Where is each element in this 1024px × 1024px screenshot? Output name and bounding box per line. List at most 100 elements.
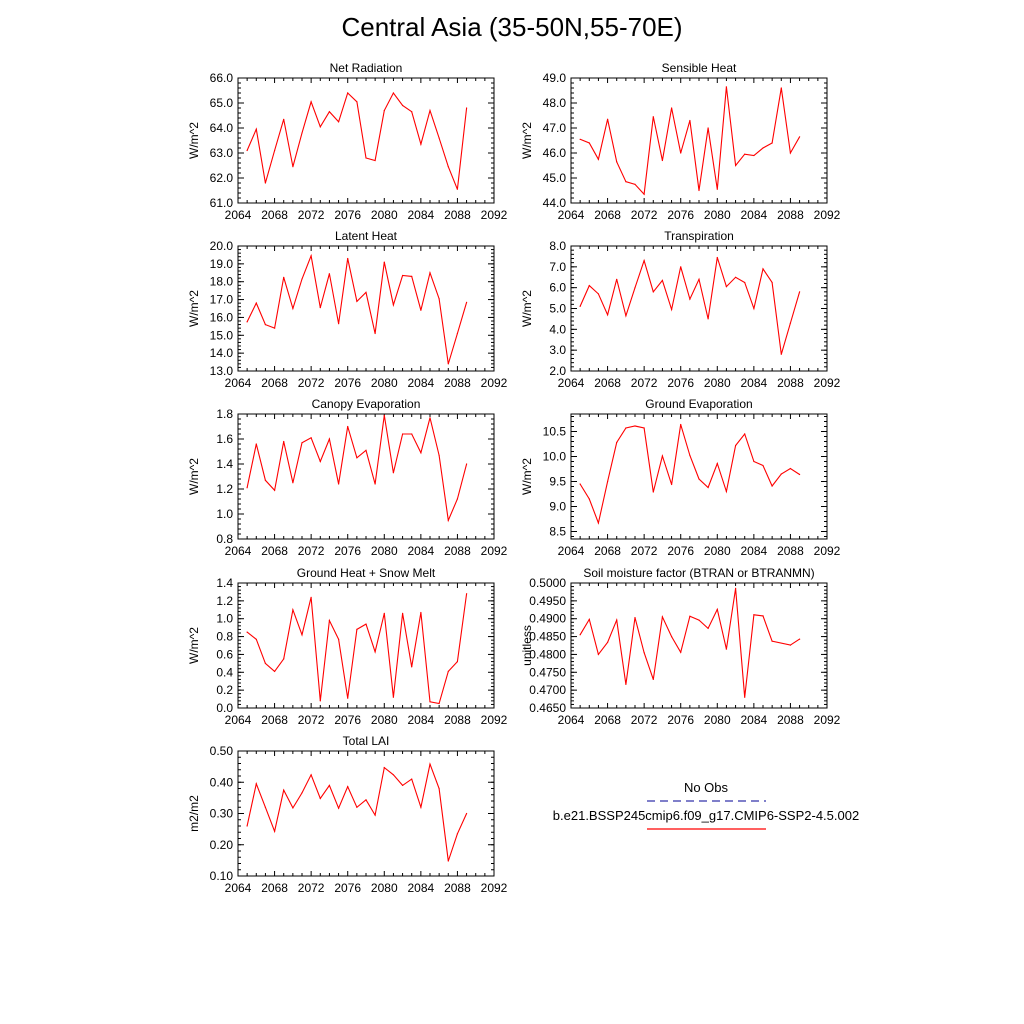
data-point <box>588 142 590 144</box>
data-point <box>246 321 248 323</box>
data-point <box>365 157 367 159</box>
y-tick-label: 62.0 <box>210 171 234 185</box>
data-point <box>707 318 709 320</box>
data-point <box>799 638 801 640</box>
data-point <box>661 455 664 457</box>
data-point <box>292 482 294 484</box>
y-tick-label: 9.0 <box>549 500 566 514</box>
panel-title: Ground Evaporation <box>645 397 752 411</box>
series-line <box>579 257 801 355</box>
panel-title: Net Radiation <box>330 61 403 75</box>
data-point <box>365 799 367 801</box>
data-point <box>597 293 600 295</box>
data-point <box>661 279 664 281</box>
data-point <box>274 149 276 152</box>
y-tick-label: 64.0 <box>210 121 234 135</box>
x-tick-label: 2068 <box>261 208 288 222</box>
data-point <box>456 332 458 335</box>
x-tick-label: 2064 <box>225 208 252 222</box>
data-point <box>725 286 728 288</box>
data-point <box>716 256 718 259</box>
data-point <box>438 137 440 139</box>
data-point <box>643 427 645 429</box>
x-tick-label: 2064 <box>558 376 585 390</box>
x-tick-label: 2084 <box>741 544 768 558</box>
data-point <box>607 118 609 120</box>
data-point <box>356 101 358 103</box>
data-point <box>438 702 440 705</box>
plot-frame <box>237 750 495 877</box>
data-point <box>616 441 618 444</box>
data-point <box>347 92 349 94</box>
data-point <box>246 825 248 827</box>
y-axis-label: W/m^2 <box>187 290 201 327</box>
plot-frame <box>570 582 828 709</box>
y-tick-label: 44.0 <box>543 196 567 210</box>
data-point <box>625 181 627 183</box>
x-tick-label: 2080 <box>371 544 398 558</box>
x-tick-label: 2092 <box>481 208 508 222</box>
series-line <box>246 253 468 365</box>
x-tick-label: 2076 <box>667 376 694 390</box>
data-point <box>744 433 746 435</box>
data-point <box>420 806 422 808</box>
y-tick-label: 6.0 <box>549 281 566 295</box>
x-tick-label: 2064 <box>558 713 585 727</box>
x-tick-label: 2072 <box>298 544 325 558</box>
data-point <box>466 812 468 815</box>
data-point <box>716 608 718 611</box>
y-axis-label: W/m^2 <box>520 122 534 159</box>
data-point <box>579 138 581 140</box>
x-tick-label: 2092 <box>814 208 841 222</box>
y-tick-label: 48.0 <box>543 96 567 110</box>
x-tick-label: 2080 <box>371 376 398 390</box>
data-point <box>274 489 276 491</box>
data-point <box>246 487 248 489</box>
data-point <box>579 483 581 485</box>
data-point <box>246 149 248 152</box>
y-axis-label: m2/m2 <box>187 795 201 832</box>
data-point <box>392 696 394 698</box>
data-point <box>347 786 349 788</box>
x-tick-label: 2064 <box>558 208 585 222</box>
y-tick-label: 10.0 <box>543 450 567 464</box>
x-tick-label: 2076 <box>334 208 361 222</box>
data-point <box>264 662 266 665</box>
data-point <box>789 644 792 646</box>
data-point <box>283 440 285 443</box>
data-point <box>347 425 349 428</box>
series-line <box>246 593 468 705</box>
data-point <box>365 291 367 293</box>
data-point <box>579 634 581 636</box>
y-tick-label: 1.4 <box>216 576 233 590</box>
data-point <box>689 454 691 457</box>
x-tick-label: 2076 <box>667 544 694 558</box>
data-point <box>292 166 294 168</box>
data-point <box>438 298 440 300</box>
data-point <box>607 480 609 483</box>
data-point <box>383 767 385 769</box>
data-point <box>680 152 682 154</box>
data-point <box>634 617 636 619</box>
data-point <box>447 519 449 521</box>
data-point <box>447 363 449 365</box>
data-point <box>411 778 413 780</box>
data-point <box>588 618 590 621</box>
y-tick-label: 9.5 <box>549 475 566 489</box>
data-point <box>301 792 303 794</box>
y-tick-label: 8.0 <box>549 239 566 253</box>
data-point <box>771 640 773 642</box>
data-point <box>652 678 654 681</box>
x-tick-label: 2064 <box>225 376 252 390</box>
data-point <box>429 417 431 419</box>
x-tick-label: 2092 <box>814 376 841 390</box>
data-point <box>625 315 627 317</box>
data-point <box>466 301 468 303</box>
y-tick-label: 0.30 <box>210 807 234 821</box>
data-point <box>383 612 385 615</box>
x-tick-label: 2084 <box>741 208 768 222</box>
data-point <box>392 92 394 94</box>
panel-title: Canopy Evaporation <box>312 397 421 411</box>
y-tick-label: 2.0 <box>549 364 566 378</box>
data-point <box>319 126 321 128</box>
